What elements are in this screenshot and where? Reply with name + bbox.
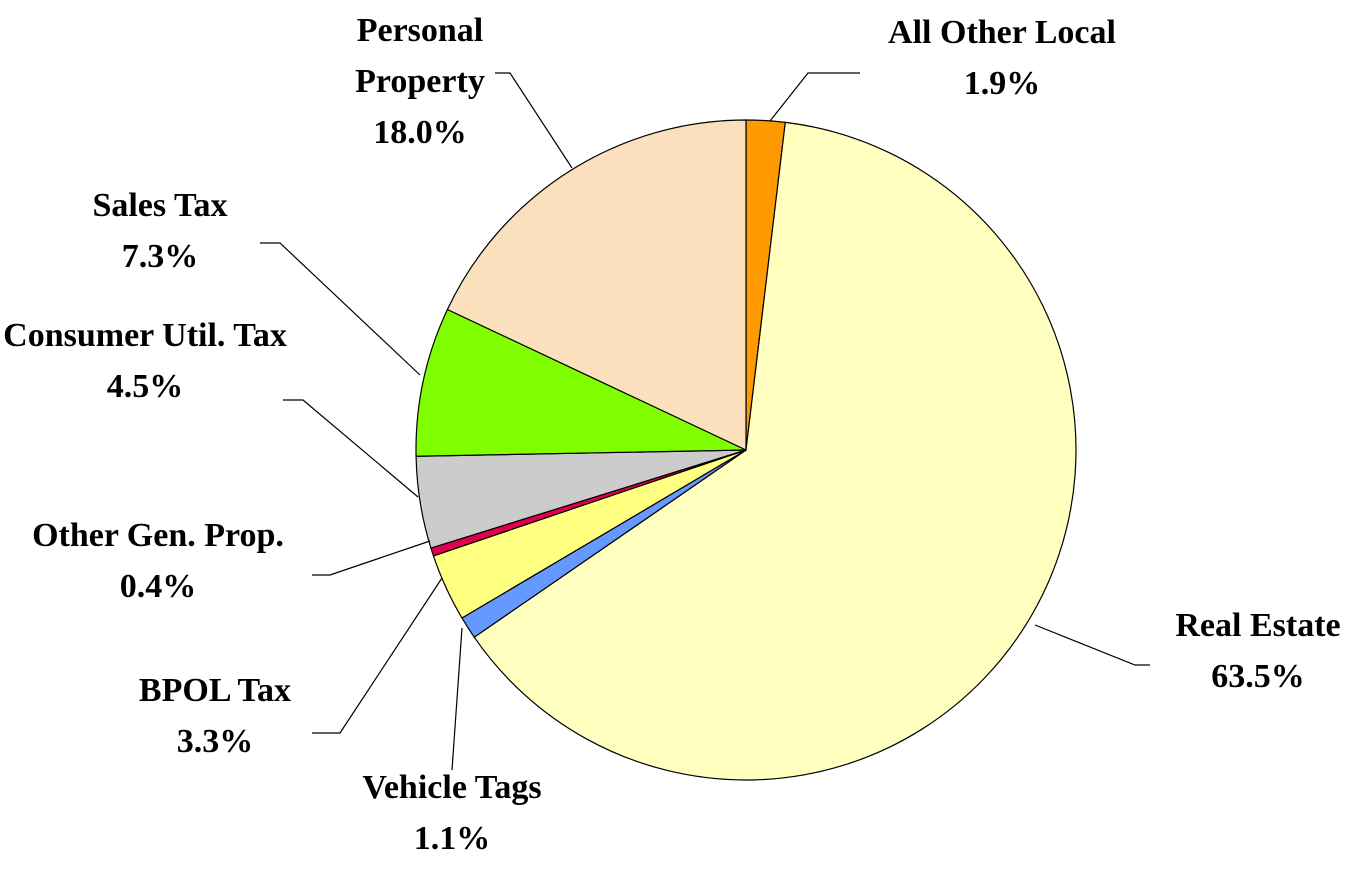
label-value: 1.1% — [413, 820, 491, 857]
leader-line — [495, 72, 573, 169]
leader-line — [283, 399, 419, 498]
slice-label: Personal Property 18.0% — [310, 5, 530, 158]
label-value: 4.5% — [106, 368, 184, 405]
slice-label: Vehicle Tags 1.1% — [302, 762, 602, 864]
leader-line — [312, 577, 443, 734]
label-name: Personal Property — [355, 12, 485, 100]
leader-line — [769, 72, 860, 122]
slice-label: BPOL Tax 3.3% — [105, 665, 325, 767]
label-value: 1.9% — [963, 65, 1041, 102]
leader-line — [312, 540, 431, 576]
slice-label: Real Estate 63.5% — [1128, 600, 1362, 702]
label-name: Consumer Util. Tax — [3, 317, 287, 354]
label-value: 63.5% — [1211, 658, 1305, 695]
label-value: 0.4% — [119, 568, 197, 605]
slice-label: All Other Local 1.9% — [842, 7, 1162, 109]
slice-label: Consumer Util. Tax 4.5% — [0, 310, 290, 412]
label-value: 18.0% — [373, 114, 467, 151]
label-name: Sales Tax — [92, 187, 228, 224]
pie-slice — [446, 119, 747, 451]
label-value: 3.3% — [176, 723, 254, 760]
slice-label: Other Gen. Prop. 0.4% — [0, 510, 328, 612]
leader-line — [451, 627, 463, 771]
label-name: Other Gen. Prop. — [32, 517, 284, 554]
label-name: BPOL Tax — [138, 672, 292, 709]
leader-line — [260, 242, 421, 376]
pie-slice — [473, 121, 1077, 781]
label-value: 7.3% — [121, 238, 199, 275]
label-name: All Other Local — [888, 14, 1116, 51]
slice-label: Sales Tax 7.3% — [40, 180, 280, 282]
pie-slice — [415, 308, 747, 457]
label-name: Vehicle Tags — [362, 769, 542, 806]
label-name: Real Estate — [1175, 607, 1341, 644]
leader-line — [1034, 624, 1150, 666]
